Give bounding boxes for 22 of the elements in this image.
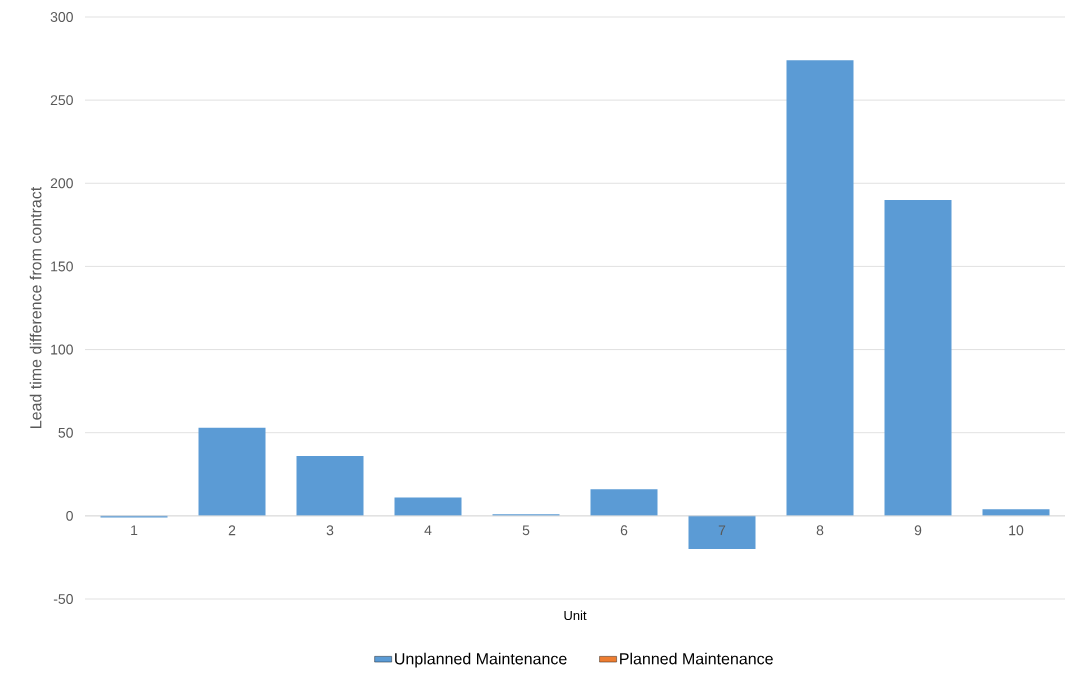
x-tick-label: 9 [914,525,922,536]
y-tick-label: -50 [53,594,73,604]
y-axis-title: Lead time difference from contract [29,186,42,428]
y-tick-label: 200 [50,178,73,189]
y-tick-label: 0 [66,510,73,521]
y-tick-label: 300 [50,12,73,22]
y-tick-label: 150 [51,261,73,272]
x-tick-label: 5 [522,525,530,536]
x-tick-label: 8 [816,525,824,536]
y-tick-label: 50 [58,427,73,438]
legend-label: Unplanned Maintenance [395,652,567,668]
y-tick-label: 250 [50,95,73,106]
x-tick-label: 4 [424,525,432,536]
x-tick-label: 1 [131,525,138,536]
y-tick-label: 100 [51,344,73,355]
legend-label: Planned Maintenance [620,652,773,665]
x-tick-label: 2 [228,525,236,536]
x-tick-label: 7 [718,525,726,536]
x-tick-label: 3 [326,525,334,536]
x-tick-label: 6 [620,525,628,536]
x-axis-title: Unit [564,610,587,621]
x-tick-label: 10 [1009,525,1024,536]
